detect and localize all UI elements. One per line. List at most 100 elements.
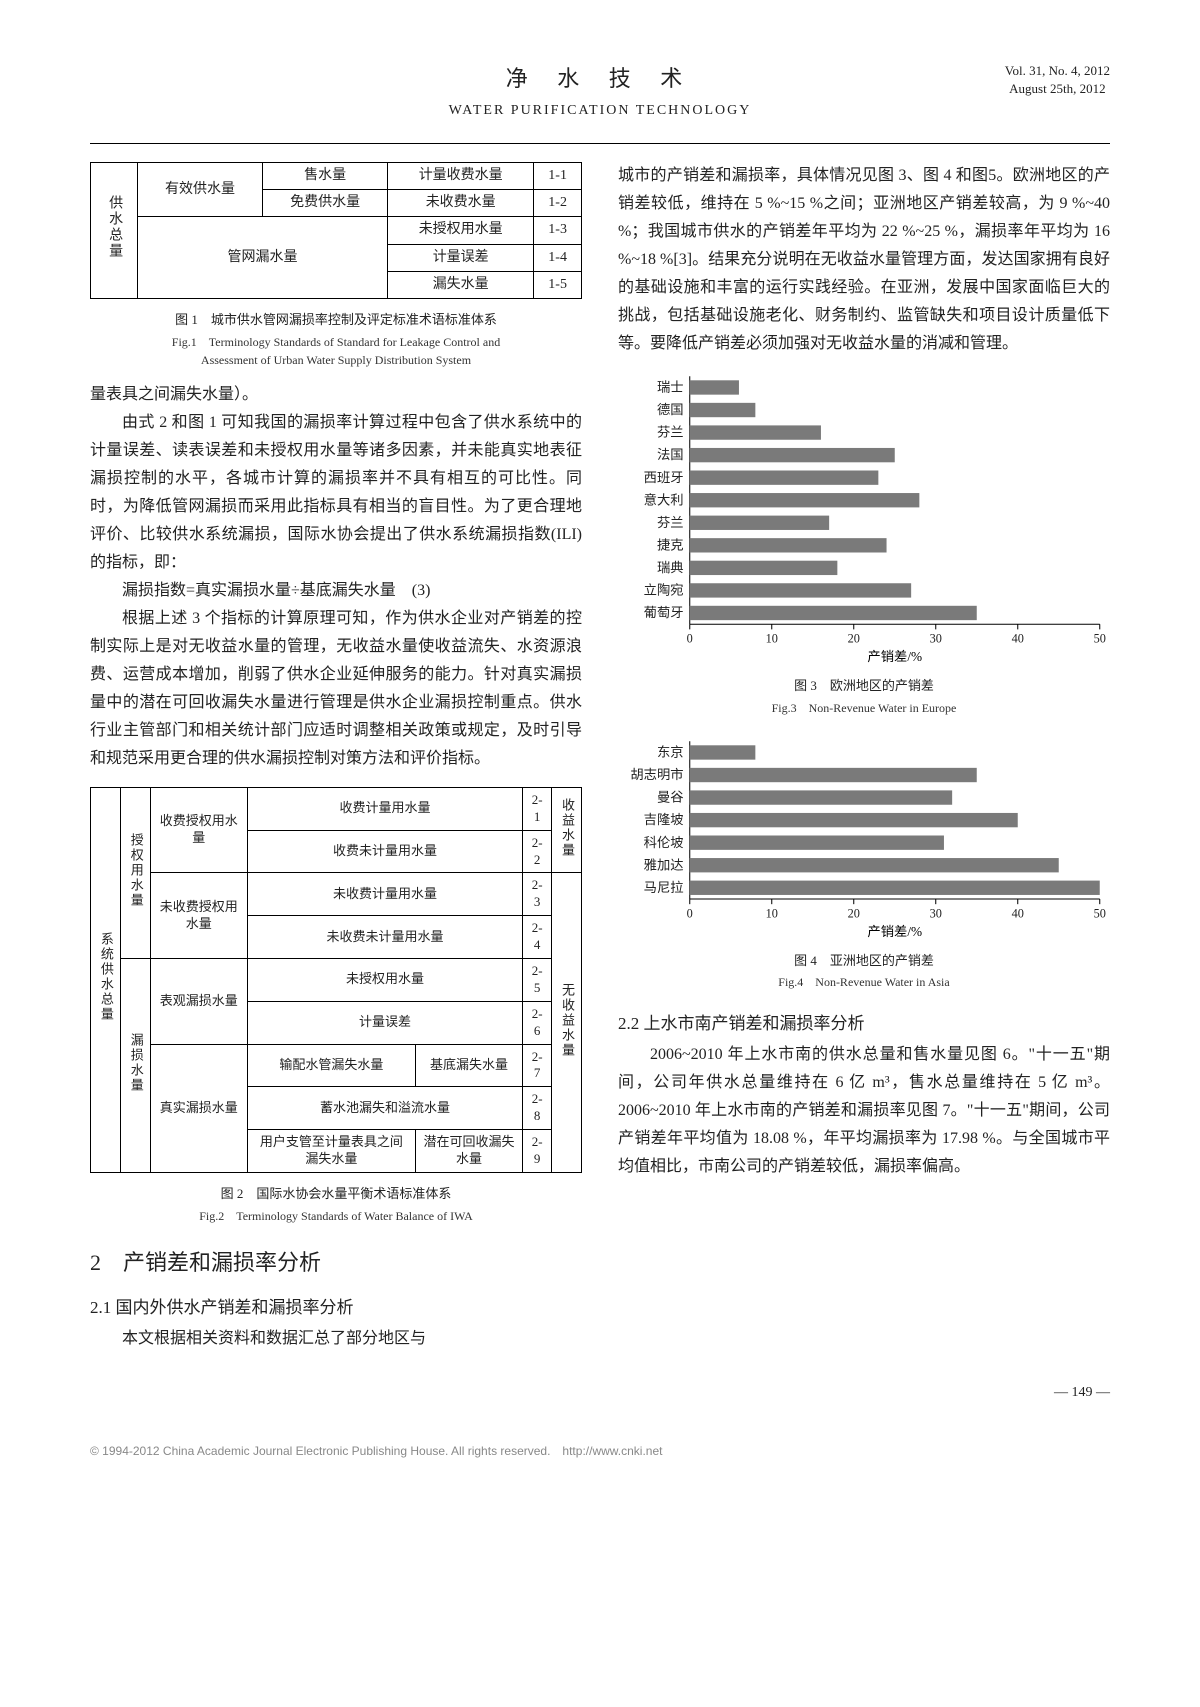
page-number: — 149 —	[90, 1381, 1110, 1406]
t2-root: 系统供水总量	[97, 932, 114, 1022]
t1-l3-0: 售水量	[263, 163, 388, 190]
t2-c2: 收费未计量用水量	[247, 830, 522, 873]
figure-2-table: 系统供水总量 授权用水量 收费授权用水量 收费计量用水量 2-1 收益水量 收费…	[90, 787, 582, 1173]
svg-text:瑞士: 瑞士	[657, 380, 684, 395]
page-header: 净 水 技 术 WATER PURIFICATION TECHNOLOGY Vo…	[90, 60, 1110, 123]
svg-text:芬兰: 芬兰	[657, 425, 684, 440]
svg-text:马尼拉: 马尼拉	[644, 879, 684, 894]
t2-c8: 蓄水池漏失和溢流水量	[247, 1087, 522, 1130]
svg-text:20: 20	[848, 906, 860, 920]
svg-text:产销差/%: 产销差/%	[867, 924, 922, 939]
t2-c7: 输配水管漏失水量	[247, 1044, 415, 1087]
t1-l4-2: 未授权用水量	[388, 217, 534, 244]
svg-text:曼谷: 曼谷	[657, 789, 684, 804]
volume-text: Vol. 31, No. 4, 2012	[1005, 62, 1110, 80]
t2-d8: 2-8	[523, 1087, 552, 1130]
t1-l4-3: 计量误差	[388, 244, 534, 271]
t1-c-3: 1-4	[534, 244, 582, 271]
fig1-caption-cn: 图 1 城市供水管网漏损率控制及评定标准术语标准体系	[90, 309, 582, 332]
fig1-caption-en1: Fig.1 Terminology Standards of Standard …	[90, 335, 582, 351]
t2-b3: 表观漏损水量	[150, 959, 247, 1045]
svg-text:意大利: 意大利	[644, 491, 684, 507]
t1-c-2: 1-3	[534, 217, 582, 244]
t2-r-top: 收益水量	[558, 798, 575, 858]
t2-c7b: 基底漏失水量	[415, 1044, 522, 1087]
t1-root: 供水总量	[105, 195, 123, 259]
figure-1-table: 供水总量 有效供水量 售水量 计量收费水量 1-1 免费供水量 未收费水量 1-…	[90, 162, 582, 299]
t1-l2-0: 有效供水量	[137, 163, 262, 217]
section-2-heading: 2 产销差和漏损率分析	[90, 1244, 582, 1283]
svg-text:东京: 东京	[657, 744, 684, 759]
t2-d2: 2-2	[523, 830, 552, 873]
fig4-caption-cn: 图 4 亚洲地区的产销差	[618, 950, 1110, 973]
svg-text:0: 0	[687, 906, 693, 920]
copyright-footer: © 1994-2012 China Academic Journal Elect…	[90, 1441, 1110, 1462]
header-rule	[90, 143, 1110, 144]
t2-c3: 未收费计量用水量	[247, 873, 522, 916]
t1-l3-1: 免费供水量	[263, 190, 388, 217]
fig3-caption-en: Fig.3 Non-Revenue Water in Europe	[618, 701, 1110, 717]
t2-a1: 授权用水量	[127, 833, 144, 908]
section-2-num: 2	[90, 1250, 101, 1275]
subsection-2-1: 2.1 国内外供水产销差和漏损率分析	[90, 1293, 582, 1323]
t1-l4-0: 计量收费水量	[388, 163, 534, 190]
t2-d9: 2-9	[523, 1130, 552, 1173]
main-columns: 供水总量 有效供水量 售水量 计量收费水量 1-1 免费供水量 未收费水量 1-…	[90, 162, 1110, 1353]
right-column: 城市的产销差和漏损率，具体情况见图 3、图 4 和图5。欧洲地区的产销差较低，维…	[618, 162, 1110, 1353]
t2-b1: 收费授权用水量	[150, 787, 247, 873]
t2-c6: 计量误差	[247, 1001, 522, 1044]
t1-c-0: 1-1	[534, 163, 582, 190]
left-column: 供水总量 有效供水量 售水量 计量收费水量 1-1 免费供水量 未收费水量 1-…	[90, 162, 582, 1353]
t2-r-bot: 无收益水量	[558, 983, 575, 1058]
section-2-title: 产销差和漏损率分析	[123, 1250, 321, 1275]
t1-l2-2: 管网漏水量	[137, 217, 387, 299]
svg-text:50: 50	[1094, 906, 1106, 920]
t2-b2: 未收费授权用水量	[150, 873, 247, 959]
left-p0: 量表具之间漏失水量）。	[90, 381, 582, 409]
t1-l4-1: 未收费水量	[388, 190, 534, 217]
t2-c5: 未授权用水量	[247, 959, 522, 1002]
left-p1: 由式 2 和图 1 可知我国的漏损率计算过程中包含了供水系统中的计量误差、读表误…	[90, 409, 582, 577]
t2-c9b: 潜在可回收漏失水量	[415, 1130, 522, 1173]
svg-text:西班牙: 西班牙	[644, 470, 684, 485]
svg-text:50: 50	[1094, 632, 1106, 646]
svg-text:0: 0	[687, 632, 693, 646]
svg-text:30: 30	[930, 632, 942, 646]
left-p2: 根据上述 3 个指标的计算原理可知，作为供水企业对产销差的控制实际上是对无收益水…	[90, 605, 582, 773]
t2-c9: 用户支管至计量表具之间漏失水量	[247, 1130, 415, 1173]
svg-text:胡志明市: 胡志明市	[630, 766, 683, 782]
svg-text:葡萄牙: 葡萄牙	[644, 605, 684, 620]
fig2-caption-cn: 图 2 国际水协会水量平衡术语标准体系	[90, 1183, 582, 1206]
t2-d3: 2-3	[523, 873, 552, 916]
t2-b4: 真实漏损水量	[150, 1044, 247, 1172]
t2-d1: 2-1	[523, 787, 552, 830]
svg-text:雅加达: 雅加达	[644, 857, 684, 872]
svg-text:捷克: 捷克	[657, 537, 684, 552]
sub-2-2-p: 2006~2010 年上水市南的供水总量和售水量见图 6。"十一五"期间，公司年…	[618, 1041, 1110, 1181]
t2-d7: 2-7	[523, 1044, 552, 1087]
subsection-2-2: 2.2 上水市南产销差和漏损率分析	[618, 1009, 1110, 1039]
svg-text:40: 40	[1012, 906, 1024, 920]
t2-d5: 2-5	[523, 959, 552, 1002]
t2-c4: 未收费未计量用水量	[247, 916, 522, 959]
right-p1: 城市的产销差和漏损率，具体情况见图 3、图 4 和图5。欧洲地区的产销差较低，维…	[618, 162, 1110, 358]
svg-text:10: 10	[766, 632, 778, 646]
figure-4-chart: 01020304050东京胡志明市曼谷吉隆坡科伦坡雅加达马尼拉产销差/%	[618, 733, 1110, 940]
t2-d6: 2-6	[523, 1001, 552, 1044]
fig1-caption-en2: Assessment of Urban Water Supply Distrib…	[90, 353, 582, 369]
t1-c-4: 1-5	[534, 271, 582, 298]
header-issue: Vol. 31, No. 4, 2012 August 25th, 2012	[1005, 62, 1110, 98]
t1-c-1: 1-2	[534, 190, 582, 217]
svg-text:瑞典: 瑞典	[657, 560, 684, 575]
svg-text:产销差/%: 产销差/%	[867, 649, 922, 664]
svg-text:30: 30	[930, 906, 942, 920]
svg-text:立陶宛: 立陶宛	[644, 583, 684, 598]
left-eq: 漏损指数=真实漏损水量÷基底漏失水量 (3)	[90, 577, 582, 605]
svg-text:法国: 法国	[657, 447, 684, 462]
journal-title-en: WATER PURIFICATION TECHNOLOGY	[90, 99, 1110, 124]
sub-2-1-p: 本文根据相关资料和数据汇总了部分地区与	[90, 1325, 582, 1353]
t1-l4-4: 漏失水量	[388, 271, 534, 298]
fig2-caption-en: Fig.2 Terminology Standards of Water Bal…	[90, 1209, 582, 1225]
svg-text:芬兰: 芬兰	[657, 515, 684, 530]
svg-text:20: 20	[848, 632, 860, 646]
